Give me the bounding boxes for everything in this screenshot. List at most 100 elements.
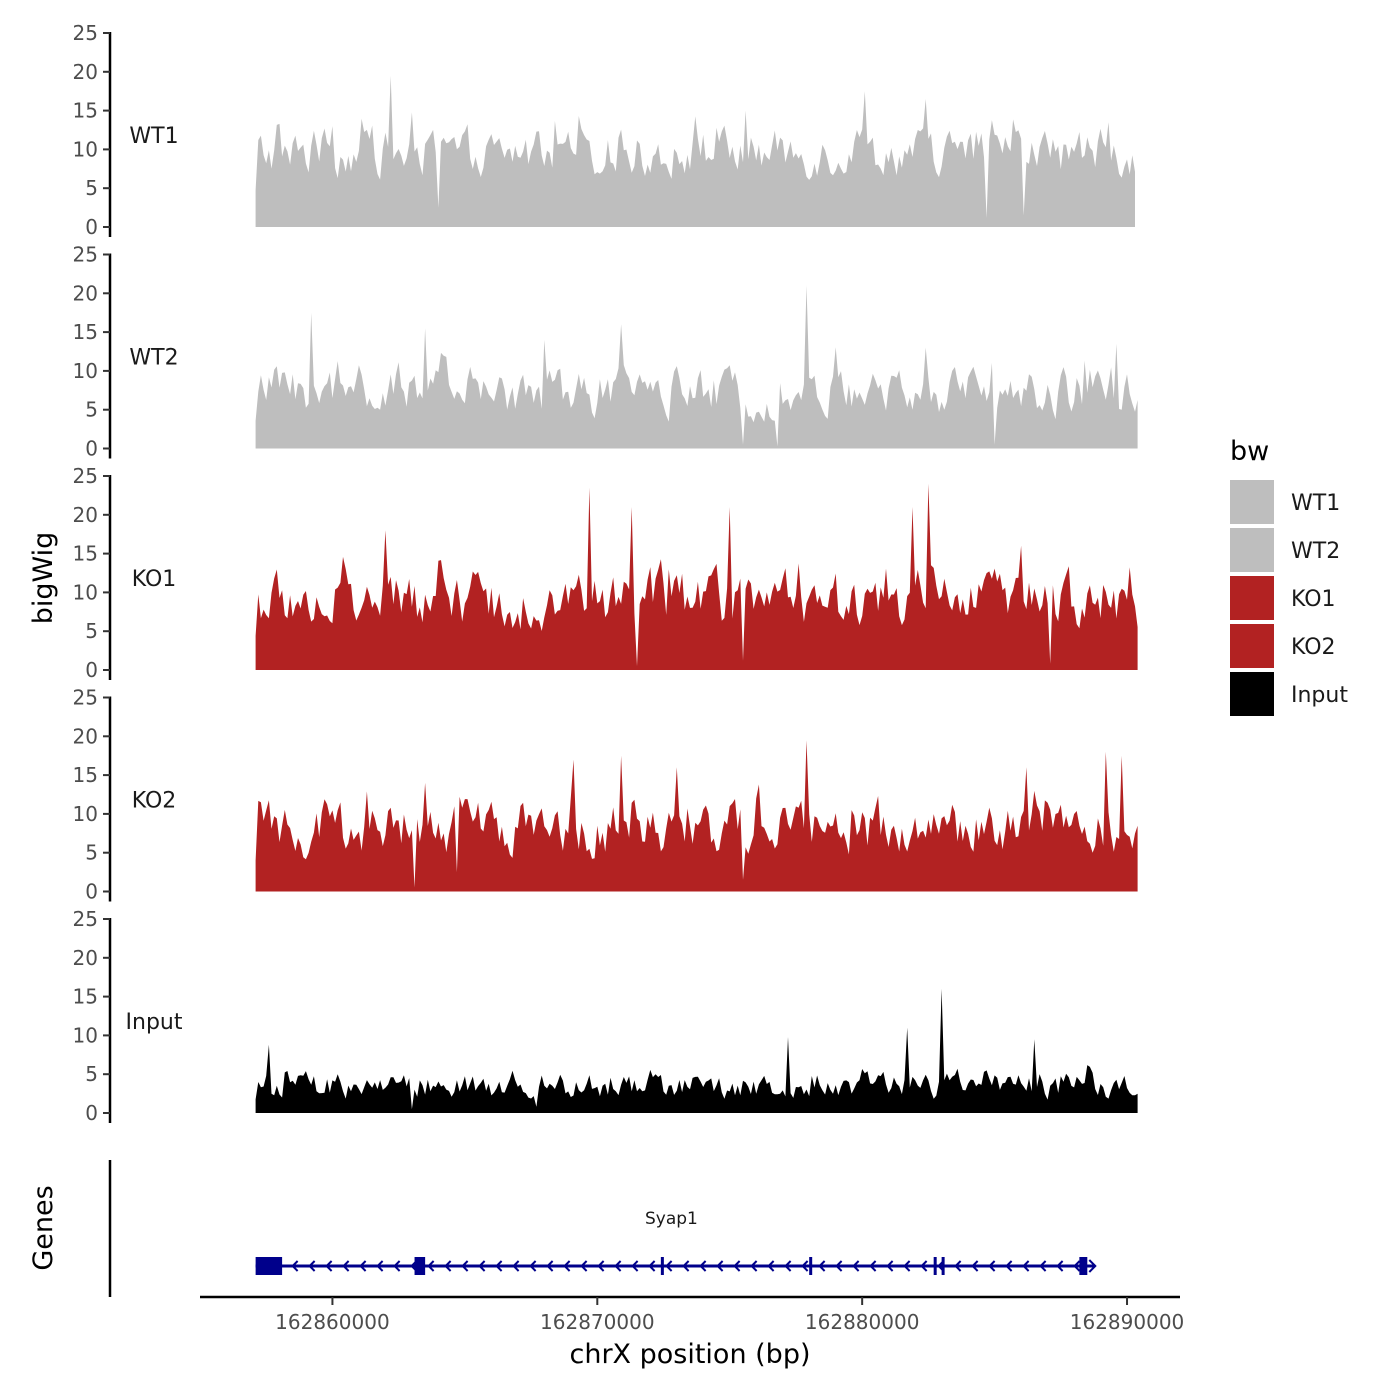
strand-chevron [342,1260,350,1272]
y-tick-label: 20 [73,60,98,84]
strand-chevron [1022,1260,1030,1272]
y-tick-label: 0 [85,215,98,239]
signal-area-ko1 [255,483,1138,670]
strand-chevron [971,1260,979,1272]
x-tick-label: 162880000 [805,1310,920,1334]
strand-chevron [631,1260,639,1272]
signal-tracks: 0510152025WT10510152025WT20510152025KO10… [73,21,1138,1125]
strand-chevron [512,1260,520,1272]
strand-chevron [716,1260,724,1272]
gene-exon [933,1257,937,1275]
y-tick-label: 15 [73,320,98,344]
gene-track: Syap1 [108,1160,1097,1297]
legend-swatch-ko2 [1230,624,1274,668]
strand-chevron [478,1260,486,1272]
gene-exon [1079,1257,1088,1275]
strand-chevron [325,1260,333,1272]
x-tick-label: 162870000 [540,1310,655,1334]
strand-chevron [376,1260,384,1272]
strand-chevron [1073,1260,1081,1272]
strand-chevron [988,1260,996,1272]
track-ko1: 0 5 10 15 20 25 KO1 [73,464,1138,682]
legend-swatch-wt1 [1230,480,1274,524]
signal-area-input [255,988,1138,1113]
track-label: Input [126,1010,183,1035]
x-axis: 162860000 162870000 162880000 162890000 [200,1295,1185,1334]
strand-chevron [835,1260,843,1272]
signal-area-wt1 [255,75,1136,227]
strand-chevron [920,1260,928,1272]
y-tick-label: 15 [73,763,98,787]
strand-chevron [767,1260,775,1272]
legend-label: KO1 [1291,587,1336,612]
y-tick-label: 0 [85,1101,98,1125]
strand-chevron [682,1260,690,1272]
y-tick-label: 15 [73,99,98,123]
strand-chevron [444,1260,452,1272]
legend-swatch-wt2 [1230,528,1274,572]
legend-label: WT1 [1291,491,1340,516]
strand-chevron [427,1260,435,1272]
x-tick-label: 162890000 [1070,1310,1185,1334]
strand-chevron [852,1260,860,1272]
track-wt2: 0 5 10 15 20 25 WT2 [73,243,1138,461]
x-tick-label: 162860000 [275,1310,390,1334]
gene-exon [809,1257,813,1275]
strand-chevron [869,1260,877,1272]
strand-chevron [648,1260,656,1272]
strand-chevron [954,1260,962,1272]
y-tick-label: 10 [73,137,98,161]
strand-chevron [818,1260,826,1272]
strand-chevron [1005,1260,1013,1272]
strand-chevron [597,1260,605,1272]
strand-chevron [563,1260,571,1272]
y-tick-label: 0 [85,437,98,461]
y-tick-label: 10 [73,359,98,383]
gene-exon [941,1257,945,1275]
legend: bw WT1 WT2 KO1 KO2 Input [1230,436,1348,716]
y-tick-label: 25 [73,464,98,488]
y-tick-label: 5 [85,1062,98,1086]
y-tick-label: 20 [73,281,98,305]
track-ko2: 0 5 10 15 20 25 KO2 [73,686,1138,904]
y-tick-label: 0 [85,880,98,904]
y-tick-label: 5 [85,841,98,865]
y-tick-label: 25 [73,907,98,931]
strand-chevron [546,1260,554,1272]
strand-chevron [750,1260,758,1272]
strand-chevron [580,1260,588,1272]
y-tick-label: 25 [73,243,98,267]
genes-axis-title: Genes [28,1185,59,1270]
gene-exon [414,1257,426,1275]
track-label: WT1 [129,124,178,149]
track-wt1: 0 5 10 15 20 25 WT1 [73,21,1136,239]
signal-area-wt2 [255,285,1138,449]
x-axis-title: chrX position (bp) [569,1339,810,1370]
y-tick-label: 5 [85,398,98,422]
y-tick-label: 25 [73,21,98,45]
y-tick-label: 20 [73,503,98,527]
strand-chevron [495,1260,503,1272]
y-tick-label: 10 [73,802,98,826]
y-tick-label: 20 [73,724,98,748]
y-tick-label: 0 [85,658,98,682]
track-input: 0 5 10 15 20 25 Input [73,907,1138,1125]
legend-title: bw [1230,436,1269,467]
y-tick-label: 20 [73,946,98,970]
legend-label: WT2 [1291,539,1340,564]
gene-exon [255,1257,283,1275]
y-tick-label: 10 [73,1023,98,1047]
strand-chevron [308,1260,316,1272]
legend-label: KO2 [1291,635,1336,660]
strand-chevron [1056,1260,1064,1272]
strand-chevron [461,1260,469,1272]
y-tick-label: 5 [85,619,98,643]
y-tick-label: 25 [73,686,98,710]
track-label: KO1 [132,567,177,592]
strand-chevron [784,1260,792,1272]
strand-chevron [665,1260,673,1272]
gene-exon [660,1257,664,1275]
strand-chevron [903,1260,911,1272]
y-tick-label: 15 [73,985,98,1009]
